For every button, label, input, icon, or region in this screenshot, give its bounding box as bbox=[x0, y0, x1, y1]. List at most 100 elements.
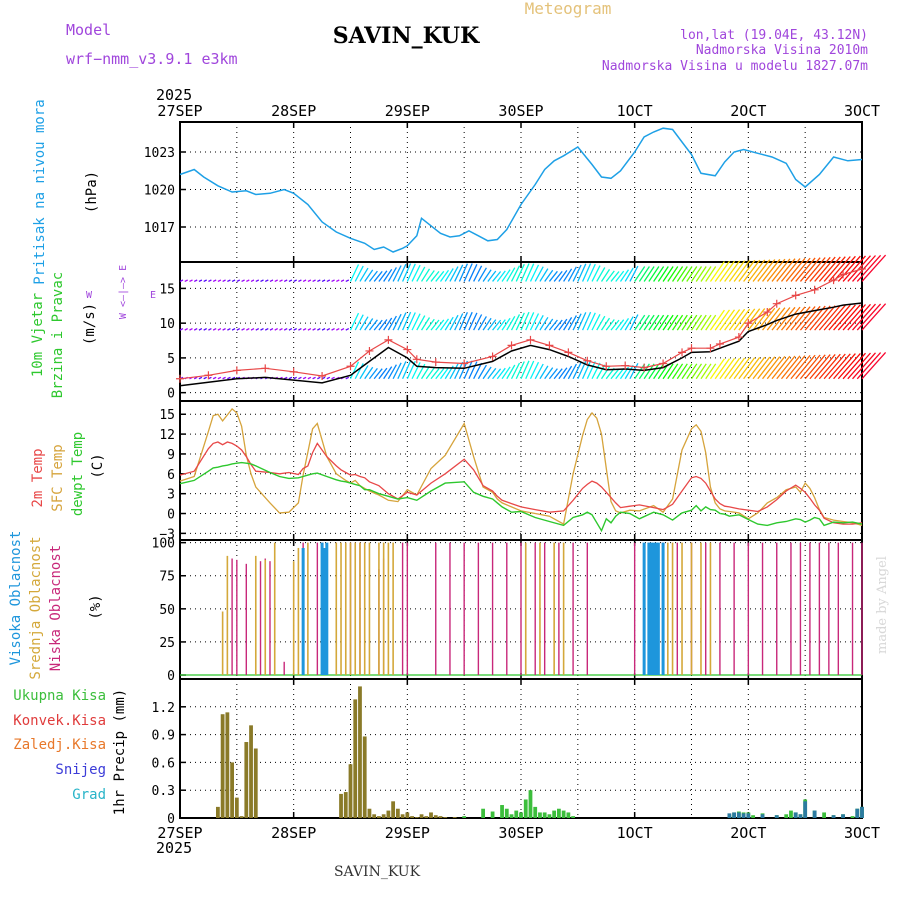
wind-barb bbox=[198, 328, 203, 331]
wind-barb bbox=[227, 376, 231, 380]
wind-barb bbox=[487, 270, 497, 282]
wind-barb bbox=[387, 315, 397, 331]
wind-gust-marker bbox=[839, 270, 848, 279]
temp-sfc-label: SFC Temp bbox=[50, 444, 66, 511]
precip-bar bbox=[542, 812, 547, 818]
wind-barb bbox=[326, 279, 331, 283]
wind-barb bbox=[757, 259, 776, 282]
wind-barb bbox=[217, 279, 222, 283]
precip-bar bbox=[509, 814, 514, 818]
wind-barb bbox=[416, 266, 426, 282]
wind-barb bbox=[492, 271, 502, 282]
wind-barb bbox=[416, 315, 426, 331]
wind-barb bbox=[231, 376, 236, 380]
wind-barb bbox=[563, 268, 573, 282]
wind-barb bbox=[222, 328, 226, 331]
wind-barb bbox=[638, 314, 650, 331]
wind-barb bbox=[605, 270, 615, 282]
wind-barb bbox=[695, 266, 707, 282]
wind-barb bbox=[610, 368, 620, 380]
tsfc-line bbox=[179, 407, 863, 527]
wind-barb bbox=[293, 279, 297, 283]
temp-2m-line bbox=[179, 441, 863, 525]
wind-barb bbox=[847, 352, 871, 380]
precip-snow-bar bbox=[803, 801, 808, 818]
wind-barb bbox=[397, 263, 407, 282]
precip-bar bbox=[244, 742, 249, 818]
wind-barb bbox=[184, 328, 188, 331]
wind-barb bbox=[283, 279, 288, 283]
wind-barb bbox=[364, 366, 374, 380]
wind-barb bbox=[203, 279, 207, 283]
watermark: made by Angel bbox=[875, 556, 890, 654]
wind-barb bbox=[193, 328, 198, 331]
wind-barb bbox=[359, 316, 369, 331]
wind-barb bbox=[657, 266, 669, 282]
wind-barb bbox=[605, 319, 615, 331]
wind-barb bbox=[577, 263, 587, 282]
wind-gust-marker bbox=[858, 264, 866, 273]
wind-barb bbox=[747, 259, 766, 282]
precip-bar bbox=[433, 815, 438, 818]
wind-barb bbox=[738, 308, 756, 331]
wind-barb bbox=[326, 328, 331, 331]
wind-barb bbox=[733, 357, 751, 380]
wind-barb bbox=[771, 258, 791, 282]
wind-barb bbox=[591, 314, 601, 331]
wind-barb bbox=[686, 314, 698, 331]
wind-barb bbox=[487, 319, 497, 331]
wind-barb bbox=[288, 328, 293, 331]
wind-barb bbox=[336, 279, 340, 283]
wind-barb bbox=[260, 279, 264, 283]
wind-barb bbox=[402, 311, 412, 331]
wind-barb bbox=[302, 376, 307, 380]
wind-compass-legend: W <—|—> E bbox=[118, 265, 129, 319]
wind-barb bbox=[420, 268, 431, 282]
precip-snow-bar bbox=[741, 813, 746, 818]
precip-bar bbox=[405, 812, 410, 818]
wind-gust-marker bbox=[829, 276, 838, 285]
wind-barb bbox=[553, 368, 563, 380]
precip-bar bbox=[850, 816, 855, 818]
precip-bar bbox=[452, 817, 457, 818]
wind-barb bbox=[411, 264, 421, 282]
elevation-label: Nadmorska Visina 2010m bbox=[696, 43, 868, 58]
wind-gust-marker bbox=[602, 362, 611, 371]
wind-barb bbox=[785, 257, 806, 282]
wind-barb bbox=[624, 267, 634, 282]
wind-barb bbox=[667, 314, 679, 331]
wind-barb bbox=[681, 363, 693, 380]
cloud-low-label: Niska Oblacnost bbox=[48, 545, 64, 671]
wind-barb bbox=[217, 376, 222, 380]
precip-bar bbox=[215, 806, 220, 818]
wind-barb bbox=[492, 368, 502, 380]
wind-barb bbox=[771, 355, 791, 380]
precip-bar bbox=[381, 814, 386, 818]
wind-barb bbox=[312, 376, 316, 380]
wind-unit: (m/s) bbox=[82, 303, 98, 345]
wind-barb bbox=[776, 355, 796, 380]
wind-barb bbox=[463, 360, 473, 380]
wind-barb bbox=[336, 328, 340, 331]
wind-barb bbox=[373, 368, 383, 380]
wind-gust-marker bbox=[640, 363, 649, 372]
wind-barb bbox=[246, 279, 250, 283]
precip-bar bbox=[490, 811, 495, 818]
wind-barb bbox=[298, 328, 302, 331]
wind-barb bbox=[435, 368, 445, 380]
wind-barb bbox=[449, 314, 459, 331]
wind-barb bbox=[766, 258, 786, 282]
precip-snow-bar bbox=[831, 815, 836, 818]
wind-barb bbox=[738, 259, 756, 282]
wind-barb bbox=[643, 314, 655, 331]
wind-barb bbox=[572, 362, 582, 380]
wind-barb bbox=[449, 363, 459, 380]
wind-barb bbox=[653, 266, 665, 282]
wind-barb bbox=[231, 328, 236, 331]
wind-barb bbox=[600, 366, 611, 380]
wind-barb bbox=[236, 328, 241, 331]
wind-barb bbox=[676, 314, 688, 331]
wind-barb bbox=[468, 312, 478, 331]
temp-dew-label: dewpt Temp bbox=[70, 432, 86, 516]
wind-compass-e: E bbox=[150, 290, 156, 301]
